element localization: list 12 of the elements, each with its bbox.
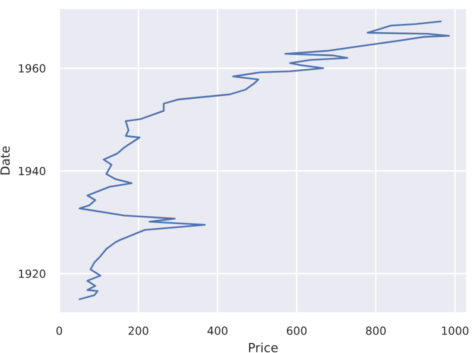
x-tick-label: 0 xyxy=(56,326,62,335)
y-tick-label: 1920 xyxy=(19,270,46,278)
line-series xyxy=(78,20,450,300)
x-tick-label: 1000 xyxy=(442,326,468,335)
y-axis-title: Date xyxy=(0,146,10,174)
x-axis-title: Price xyxy=(249,342,278,352)
y-tick-label: 1940 xyxy=(19,166,46,176)
y-tick-label: 1960 xyxy=(19,64,46,73)
x-tick-label: 800 xyxy=(366,326,386,335)
x-tick-label: 400 xyxy=(207,326,228,335)
x-tick-label: 600 xyxy=(286,326,307,335)
x-tick-label: 200 xyxy=(128,326,148,335)
